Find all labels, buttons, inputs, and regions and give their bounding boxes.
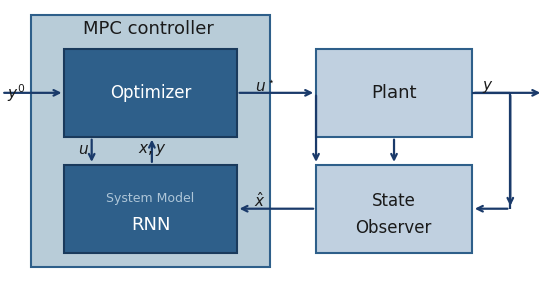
FancyBboxPatch shape	[316, 49, 472, 137]
Text: $u$: $u$	[78, 142, 89, 157]
FancyBboxPatch shape	[31, 15, 270, 267]
Text: State: State	[372, 192, 416, 210]
Text: RNN: RNN	[131, 216, 170, 234]
Text: System Model: System Model	[106, 192, 195, 205]
Text: Plant: Plant	[371, 84, 416, 102]
Text: $x, y$: $x, y$	[138, 142, 167, 158]
Text: Observer: Observer	[355, 219, 432, 237]
Text: $u^\star$: $u^\star$	[255, 79, 274, 94]
Text: MPC controller: MPC controller	[82, 19, 213, 38]
FancyBboxPatch shape	[316, 165, 472, 253]
FancyBboxPatch shape	[64, 165, 236, 253]
FancyBboxPatch shape	[64, 49, 236, 137]
Text: $y^0$: $y^0$	[7, 82, 25, 104]
Text: $\hat{x}$: $\hat{x}$	[254, 191, 266, 210]
Text: Optimizer: Optimizer	[110, 84, 191, 102]
Text: $y$: $y$	[482, 79, 493, 94]
